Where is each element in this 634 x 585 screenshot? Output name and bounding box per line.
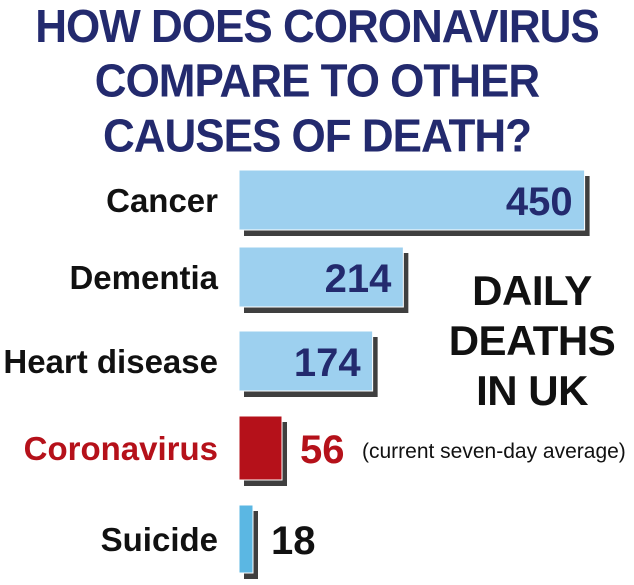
chart-title-line-2: COMPARE TO OTHER bbox=[94, 55, 540, 108]
value-label-cancer: 450 bbox=[506, 180, 573, 224]
side-title-line-3: IN UK bbox=[476, 367, 588, 414]
chart-title-line-1: HOW DOES CORONAVIRUS bbox=[35, 1, 599, 53]
value-label-coronavirus: 56 bbox=[300, 428, 345, 472]
bar-cancer bbox=[238, 169, 586, 231]
bar-group-heart-disease: Heart disease 174 bbox=[3, 330, 378, 397]
bar-dementia bbox=[238, 246, 404, 308]
annotation-coronavirus: (current seven-day average) bbox=[362, 440, 626, 463]
bar-coronavirus bbox=[238, 415, 283, 481]
category-label-coronavirus: Coronavirus bbox=[24, 430, 218, 467]
value-label-suicide: 18 bbox=[271, 519, 316, 563]
bar-group-cancer: Cancer 450 bbox=[106, 169, 590, 236]
category-label-heart-disease: Heart disease bbox=[3, 343, 218, 380]
value-label-heart-disease: 174 bbox=[294, 341, 361, 385]
category-label-cancer: Cancer bbox=[106, 182, 218, 219]
bar-group-suicide: Suicide 18 bbox=[101, 504, 316, 579]
side-title-line-1: DAILY bbox=[472, 267, 592, 314]
bar-heart-disease bbox=[238, 330, 374, 392]
bar-group-coronavirus: Coronavirus 56 (current seven-day average) bbox=[24, 415, 626, 486]
side-title: DAILY DEATHS IN UK bbox=[432, 266, 632, 416]
category-label-dementia: Dementia bbox=[69, 259, 218, 296]
chart-title-line-3: CAUSES OF DEATH? bbox=[102, 110, 532, 162]
category-label-suicide: Suicide bbox=[101, 521, 218, 558]
value-label-dementia: 214 bbox=[325, 257, 392, 301]
bar-suicide bbox=[238, 504, 254, 574]
side-title-line-2: DEATHS bbox=[448, 317, 616, 364]
bar-group-dementia: Dementia 214 bbox=[69, 246, 409, 313]
chart-title: HOW DOES CORONAVIRUS COMPARE TO OTHER CA… bbox=[0, 0, 634, 164]
